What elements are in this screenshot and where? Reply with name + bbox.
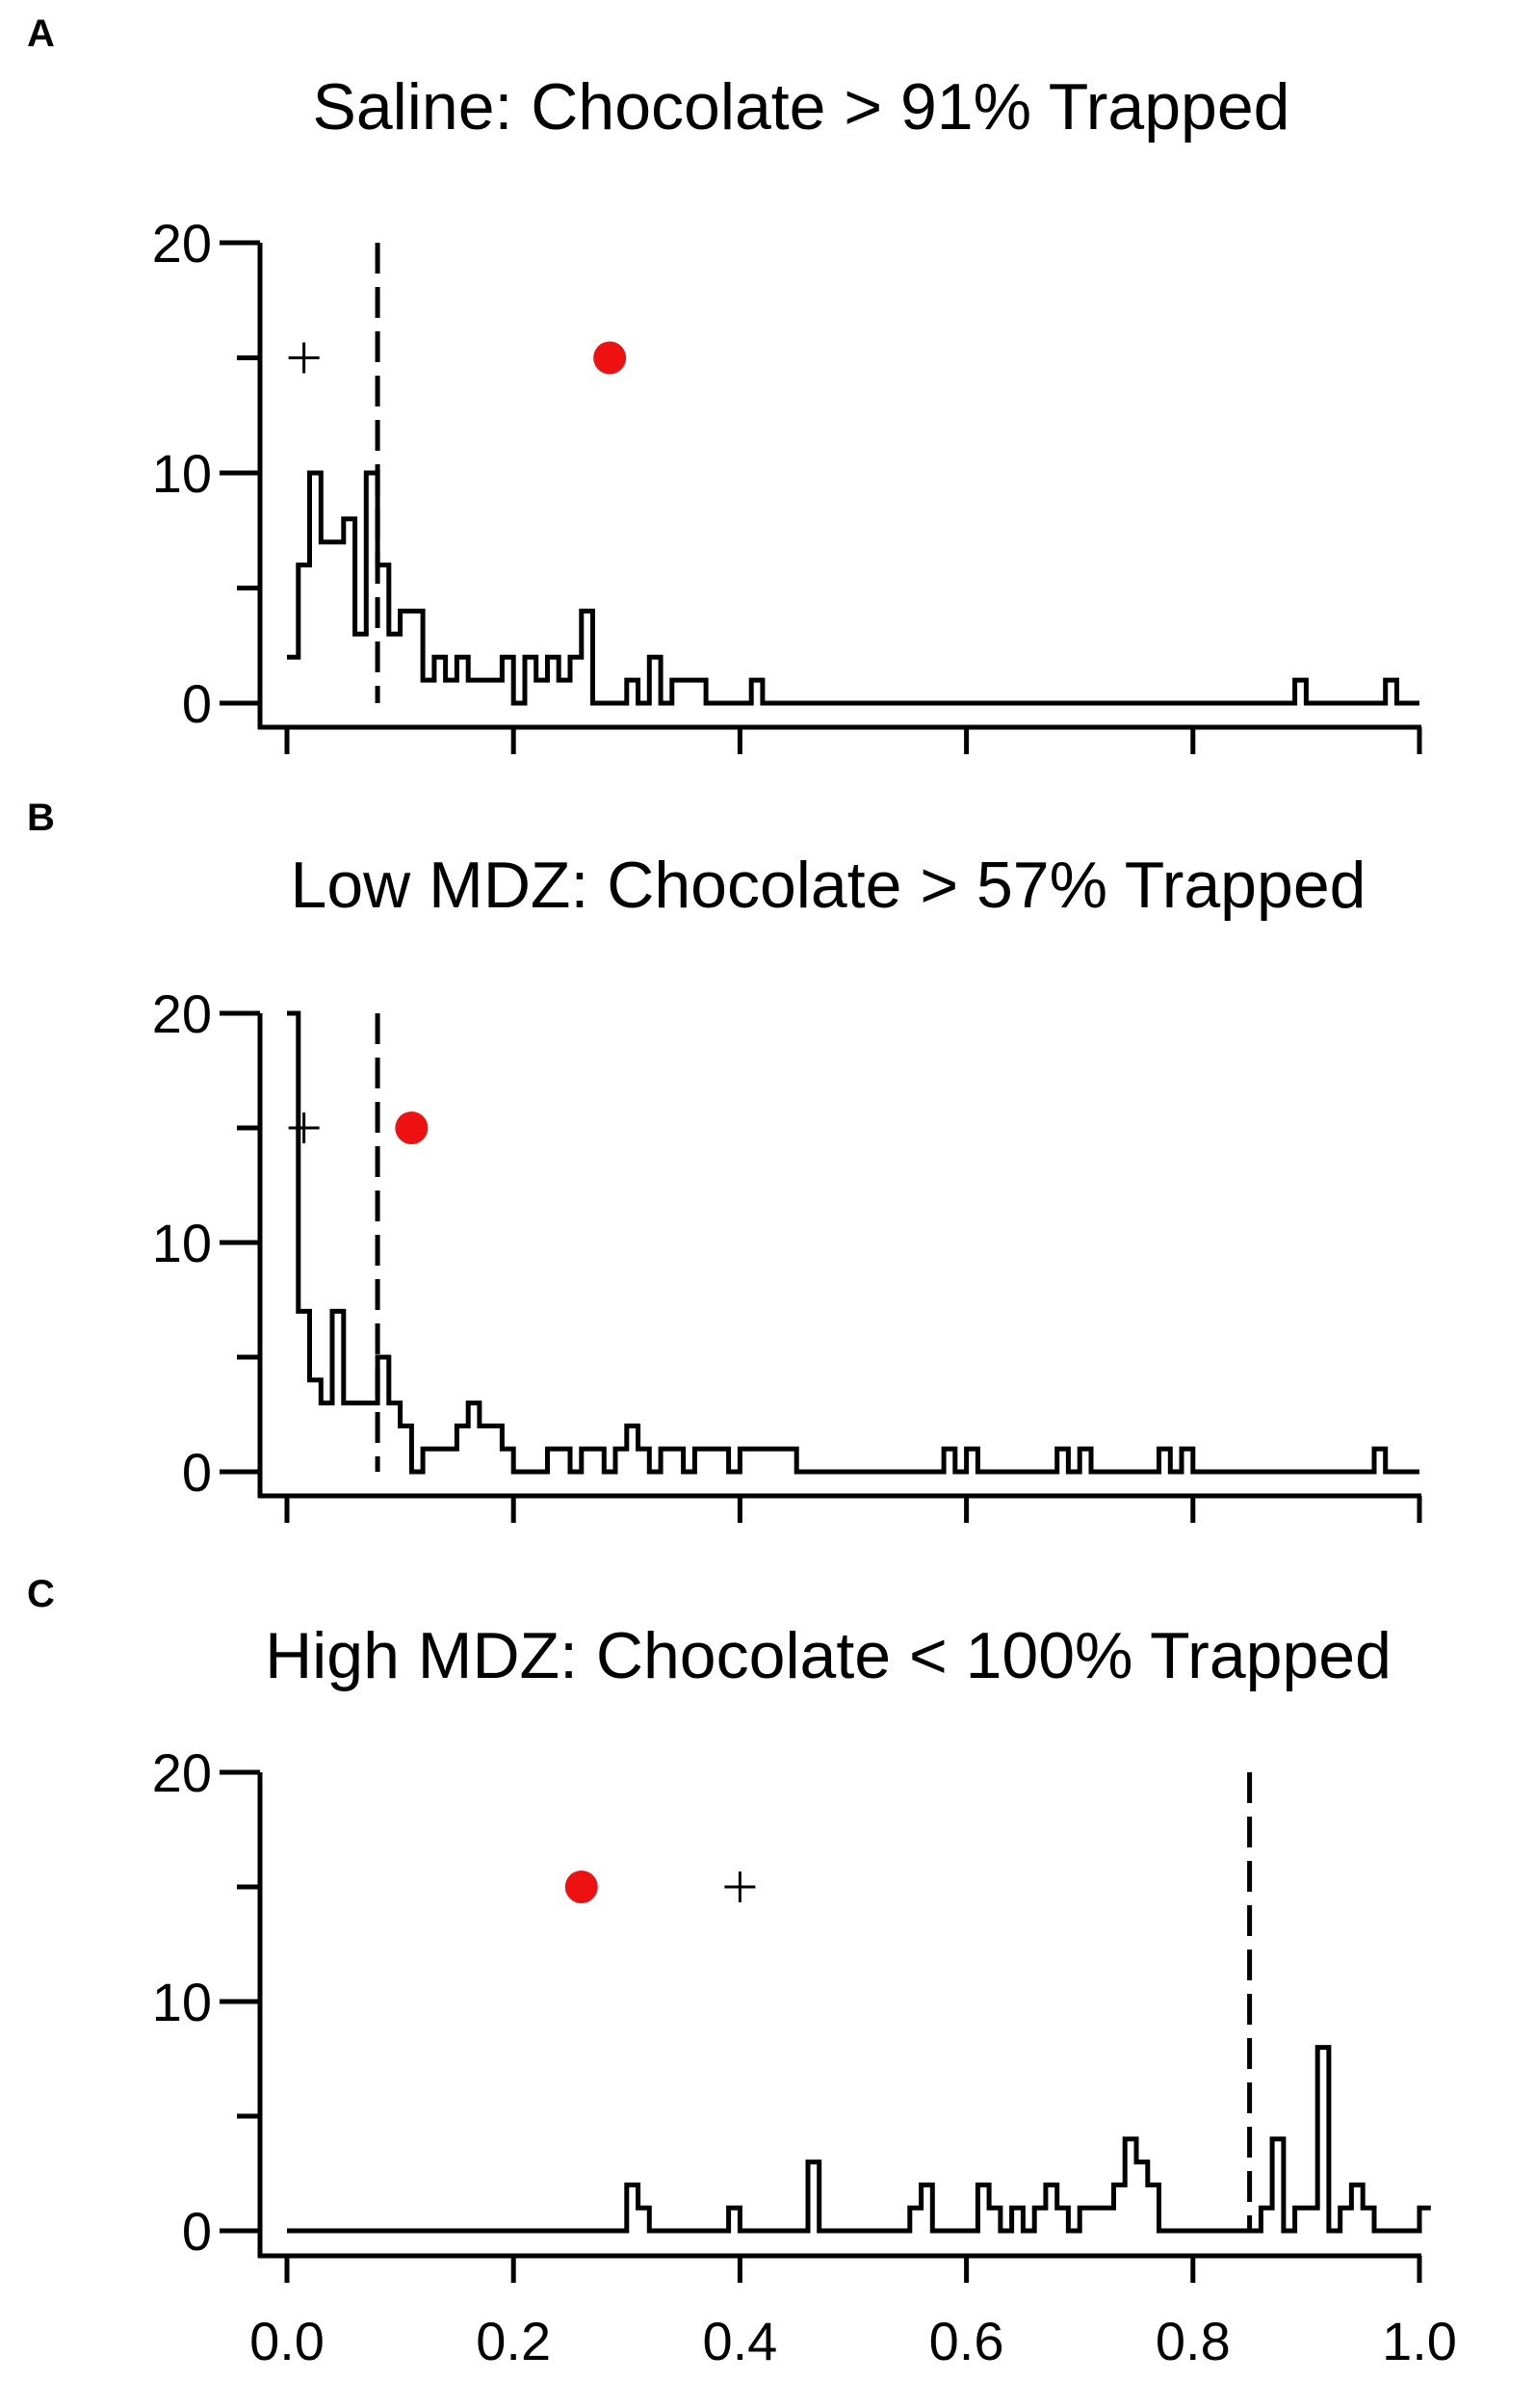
panel-c-letter: C [27,1573,55,1615]
panel-c-y-tick-label: 10 [152,1972,212,2032]
panel-b-mean-marker [395,1112,429,1144]
panel-a-y-tick-label: 0 [182,673,212,734]
panel-c-x-tick-label: 1.0 [1382,2311,1457,2371]
panel-b-y-tick-label: 10 [152,1213,212,1273]
panel-a-y-tick-label: 10 [152,443,212,504]
panel-c-plus-marker [724,1871,756,1902]
panel-b-plus-marker [288,1112,320,1143]
panel-c-plot: 0 10 20 0.0 0.2 0.4 0.6 0.8 1.0 [152,1742,1457,2371]
panel-a-histogram [287,470,1419,706]
panel-c-x-tick-label: 0.8 [1156,2311,1231,2371]
panel-c-x-tick-label: 0.2 [476,2311,551,2371]
panel-b-y-tick-label: 20 [152,983,212,1044]
panel-c-x-tick-label: 0.4 [702,2311,777,2371]
panel-c-title: High MDZ: Chocolate < 100% Trapped [265,1619,1392,1692]
panel-b-title: Low MDZ: Chocolate > 57% Trapped [291,849,1366,922]
panel-c-mean-marker [564,1871,598,1903]
panel-c: C High MDZ: Chocolate < 100% Trapped 0 10… [27,1573,1457,2371]
panel-c-histogram [287,2045,1431,2234]
panel-a-plus-marker [288,342,320,374]
panel-c-y-tick-label: 0 [182,2201,212,2262]
panel-b-letter: B [27,797,55,839]
panel-b: B Low MDZ: Chocolate > 57% Trapped 0 10 20 [27,797,1422,1523]
panel-a-plot: 0 10 20 [152,213,1422,754]
panel-a: A Saline: Chocolate > 91% Trapped 0 10 20 [27,13,1422,754]
panel-c-y-tick-label: 20 [152,1742,212,1803]
panel-c-x-tick-label: 0.6 [929,2311,1004,2371]
panel-b-histogram [287,1010,1419,1475]
panel-a-y-tick-label: 20 [152,213,212,274]
panel-a-title: Saline: Chocolate > 91% Trapped [312,70,1289,144]
panel-a-mean-marker [593,341,627,375]
panel-a-letter: A [27,13,55,55]
panel-b-plot: 0 10 20 [152,983,1422,1523]
panel-b-y-tick-label: 0 [182,1442,212,1503]
panel-c-x-tick-label: 0.0 [249,2311,325,2371]
